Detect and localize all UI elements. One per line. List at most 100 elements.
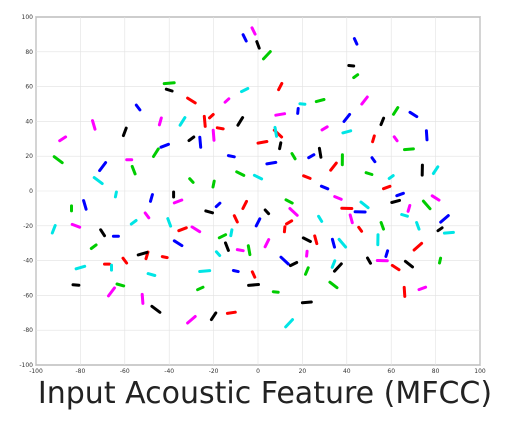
- data-point: [115, 282, 126, 288]
- data-point: [89, 243, 98, 250]
- caption: Input Acoustic Feature (MFCC): [37, 376, 493, 411]
- data-point: [140, 292, 145, 305]
- data-point: [347, 64, 356, 68]
- data-point: [329, 161, 338, 172]
- data-point: [214, 201, 222, 209]
- data-point: [273, 125, 278, 138]
- data-point: [296, 107, 300, 115]
- data-point: [263, 238, 271, 249]
- data-point: [250, 26, 257, 36]
- data-point: [232, 214, 239, 224]
- x-tick-label: -80: [75, 368, 85, 375]
- data-point: [252, 173, 264, 181]
- data-point: [136, 250, 149, 257]
- data-point: [307, 153, 316, 160]
- data-point: [70, 222, 82, 229]
- series-2: [82, 33, 450, 274]
- data-point: [229, 228, 234, 238]
- data-point: [58, 135, 68, 143]
- data-point: [314, 98, 326, 104]
- x-tick-label: 0: [256, 368, 260, 375]
- data-point: [277, 82, 284, 92]
- x-tick-label: -100: [29, 368, 43, 375]
- data-point: [247, 283, 260, 287]
- data-point: [236, 116, 245, 127]
- data-point: [366, 256, 372, 265]
- y-tick-label: 40: [25, 118, 33, 125]
- y-tick-label: -80: [23, 327, 33, 334]
- data-point: [274, 112, 287, 117]
- scatter-plot: -100 -80 -60 -40 -20 0 20 40 60 80 100 -100 -80 -60 -4…: [19, 14, 486, 375]
- data-point: [300, 300, 313, 305]
- data-point: [262, 50, 272, 61]
- data-point: [209, 311, 218, 322]
- data-point: [91, 119, 97, 131]
- data-point: [278, 141, 283, 151]
- data-point: [305, 249, 309, 258]
- x-tick-label: 100: [474, 368, 486, 375]
- data-point: [82, 199, 88, 211]
- data-point: [364, 171, 374, 176]
- data-point: [352, 37, 359, 46]
- data-point: [317, 214, 324, 223]
- data-point: [384, 249, 390, 258]
- data-point: [208, 113, 215, 120]
- data-point: [134, 103, 142, 112]
- y-tick-label: 20: [25, 153, 33, 160]
- data-point: [342, 112, 352, 123]
- data-point: [328, 280, 339, 290]
- data-point: [143, 211, 151, 220]
- data-point: [395, 191, 405, 198]
- data-point: [304, 266, 310, 276]
- data-point: [52, 155, 64, 165]
- y-tick-label: -60: [23, 292, 33, 299]
- axis-ticks: -100 -80 -60 -40 -20 0 20 40 60 80 100 -100 -80 -60 -4…: [19, 14, 486, 375]
- data-point: [202, 114, 207, 128]
- data-point: [198, 269, 212, 273]
- data-point: [164, 87, 174, 93]
- data-point: [382, 184, 392, 191]
- data-point: [149, 193, 154, 203]
- data-point: [130, 164, 137, 176]
- data-point: [198, 135, 203, 149]
- data-point: [284, 318, 294, 329]
- data-point: [214, 250, 222, 257]
- data-point: [224, 241, 230, 252]
- data-point: [403, 259, 414, 269]
- data-point: [160, 255, 169, 260]
- data-point: [282, 225, 287, 234]
- data-points: [50, 26, 455, 329]
- data-point: [254, 217, 262, 228]
- data-point: [231, 269, 240, 274]
- x-tick-label: -60: [120, 368, 130, 375]
- x-tick-label: 60: [387, 368, 395, 375]
- data-point: [279, 255, 290, 266]
- data-point: [166, 217, 173, 228]
- data-point: [387, 174, 395, 180]
- data-point: [129, 219, 138, 226]
- series-4: [58, 26, 441, 325]
- data-point: [412, 241, 424, 252]
- data-point: [417, 285, 428, 292]
- data-point: [360, 95, 369, 106]
- data-point: [98, 161, 108, 173]
- data-point: [186, 96, 197, 105]
- data-point: [263, 208, 271, 216]
- data-point: [288, 207, 299, 217]
- data-point: [430, 194, 441, 202]
- data-point: [92, 176, 104, 186]
- series-0: [103, 82, 424, 315]
- data-point: [290, 152, 297, 161]
- data-point: [159, 142, 170, 149]
- data-point: [370, 156, 377, 164]
- x-tick-label: 20: [299, 368, 307, 375]
- data-point: [371, 134, 376, 144]
- data-point: [240, 87, 250, 94]
- data-point: [152, 147, 160, 158]
- data-point: [265, 160, 278, 166]
- data-point: [301, 236, 312, 243]
- data-point: [348, 213, 354, 225]
- data-point: [317, 146, 323, 159]
- y-tick-label: 100: [22, 14, 34, 21]
- data-point: [204, 209, 214, 215]
